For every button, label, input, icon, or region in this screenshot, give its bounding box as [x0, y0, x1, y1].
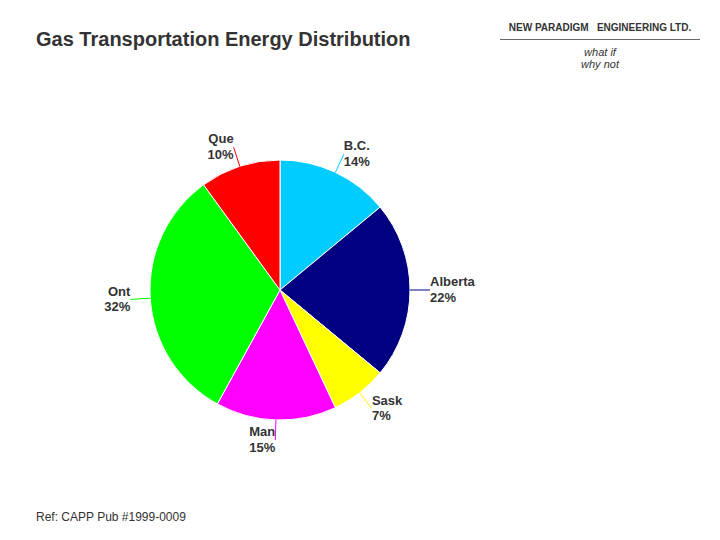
- svg-text:Ont32%: Ont32%: [104, 284, 131, 315]
- html-text:Gas Transportation Energy Dist: Gas Transportation Energy Distribution: [36, 28, 411, 50]
- svg-text:B.C.14%: B.C.14%: [344, 138, 370, 169]
- svg-text:Alberta22%: Alberta22%: [430, 274, 476, 305]
- html-text:what if why not: what if why not: [581, 46, 619, 70]
- svg-text:Man15%: Man15%: [249, 424, 275, 455]
- svg-text:Sask7%: Sask7%: [372, 393, 403, 424]
- html-text:NEW PARADIGM ENGINEERING LTD.: NEW PARADIGM ENGINEERING LTD.: [508, 22, 692, 33]
- html-text:Ref: CAPP Pub #1999-0009: Ref: CAPP Pub #1999-0009: [36, 510, 186, 524]
- svg-text:Que10%: Que10%: [208, 131, 234, 162]
